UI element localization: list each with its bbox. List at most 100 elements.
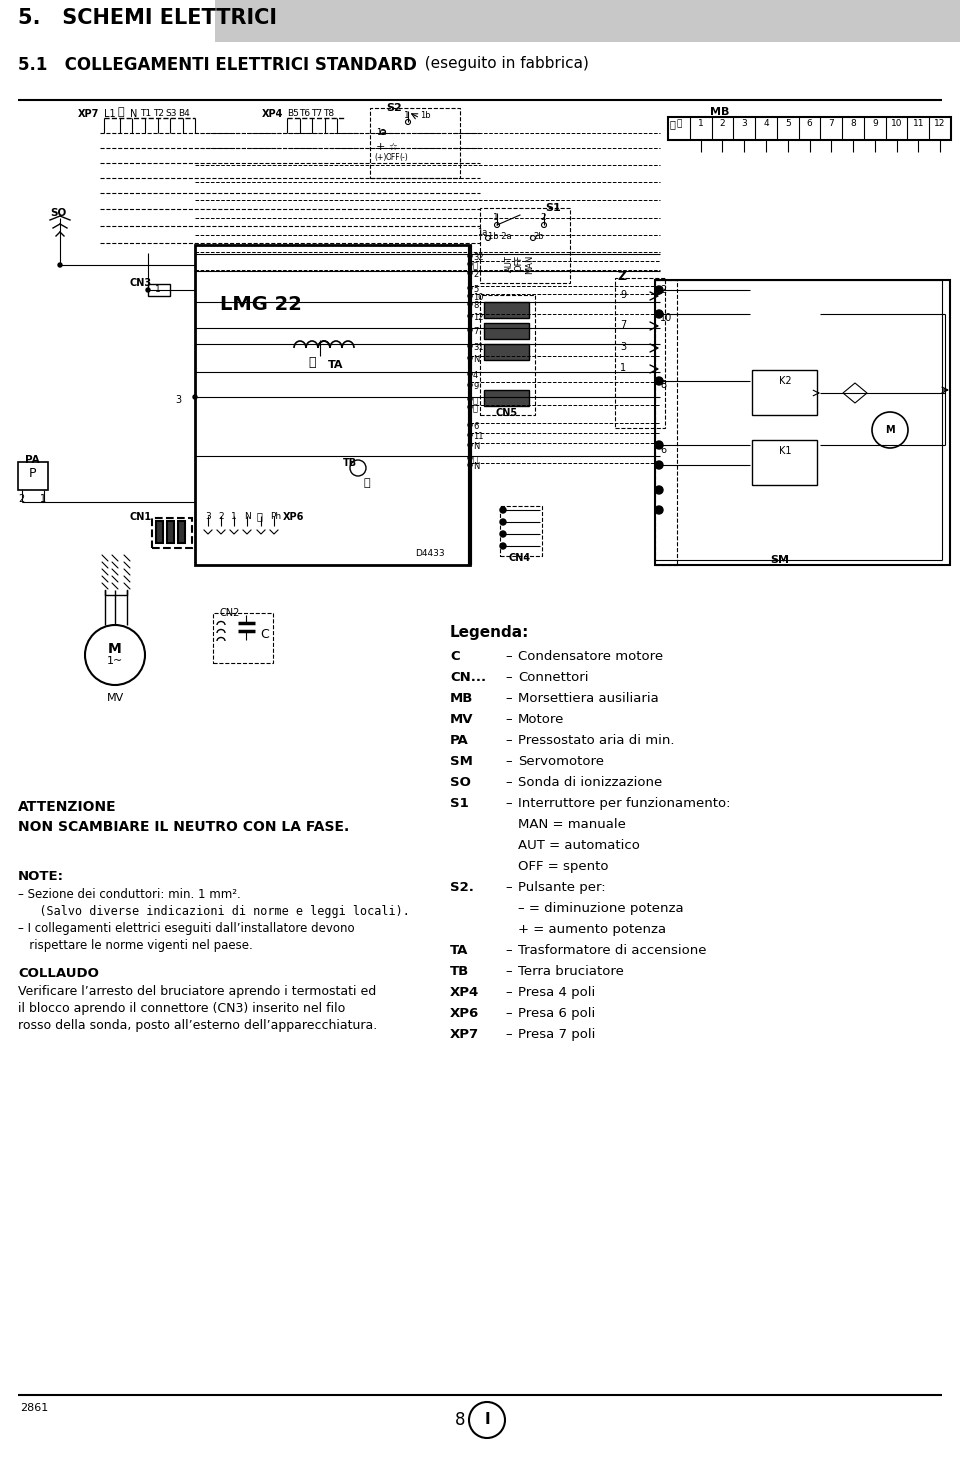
Text: CN2: CN2 (220, 608, 240, 618)
Text: 1a: 1a (476, 228, 487, 237)
Circle shape (500, 519, 506, 524)
Text: 32: 32 (473, 253, 484, 262)
Text: –: – (505, 986, 512, 999)
Text: B5: B5 (287, 110, 299, 118)
Text: –: – (505, 966, 512, 977)
Text: XP7: XP7 (450, 1029, 479, 1042)
Text: Pulsante per:: Pulsante per: (518, 881, 606, 894)
Text: 2: 2 (473, 270, 478, 279)
Text: 2b: 2b (533, 232, 543, 241)
Circle shape (468, 405, 472, 409)
Text: CN4: CN4 (509, 554, 531, 562)
Text: ⩲: ⩲ (473, 454, 478, 465)
Text: 10: 10 (891, 118, 902, 129)
Text: SO: SO (450, 776, 470, 789)
Text: 11: 11 (473, 432, 484, 441)
Text: ATTENZIONE: ATTENZIONE (18, 801, 116, 814)
Bar (195, 245, 470, 565)
Text: ⩲: ⩲ (473, 405, 478, 413)
Circle shape (500, 543, 506, 549)
Text: Pressostato aria di min.: Pressostato aria di min. (518, 733, 675, 747)
Text: PA: PA (25, 454, 39, 465)
Circle shape (655, 506, 663, 514)
Text: MAN: MAN (525, 256, 534, 275)
Text: XP7: XP7 (78, 110, 100, 118)
Circle shape (494, 222, 499, 228)
Text: T6: T6 (299, 110, 310, 118)
Circle shape (468, 356, 472, 359)
Bar (213, 614, 273, 663)
Text: (eseguito in fabbrica): (eseguito in fabbrica) (415, 56, 588, 72)
Text: 1: 1 (493, 213, 499, 222)
Bar (167, 522, 174, 543)
Text: N: N (473, 443, 479, 451)
Text: ⩲: ⩲ (118, 107, 125, 117)
Text: XP4: XP4 (450, 986, 479, 999)
Text: 2: 2 (660, 285, 666, 295)
Text: rosso della sonda, posto all’esterno dell’apparecchiatura.: rosso della sonda, posto all’esterno del… (18, 1018, 377, 1031)
Text: 8: 8 (660, 380, 666, 390)
Text: 3: 3 (205, 511, 211, 522)
Text: M: M (885, 425, 895, 435)
Text: XP6: XP6 (283, 511, 304, 522)
Text: –: – (505, 671, 512, 684)
Circle shape (500, 530, 506, 538)
Text: Motore: Motore (518, 713, 564, 726)
Text: AUT: AUT (505, 256, 514, 272)
Text: – I collegamenti elettrici eseguiti dall’installatore devono: – I collegamenti elettrici eseguiti dall… (18, 922, 354, 935)
Text: TB: TB (343, 457, 357, 468)
Text: 1a: 1a (376, 129, 386, 137)
Text: NOTE:: NOTE: (18, 869, 64, 882)
Circle shape (500, 507, 506, 513)
Text: P: P (29, 468, 36, 481)
Text: Verificare l’arresto del bruciatore aprendo i termostati ed: Verificare l’arresto del bruciatore apre… (18, 985, 376, 998)
Circle shape (468, 443, 472, 447)
Text: CN1: CN1 (130, 511, 152, 522)
Circle shape (468, 314, 472, 318)
Text: ⩲: ⩲ (257, 511, 263, 522)
Text: CN3: CN3 (130, 278, 152, 288)
Circle shape (193, 394, 197, 399)
Text: COLLAUDO: COLLAUDO (18, 967, 99, 980)
Text: B4: B4 (178, 110, 190, 118)
Circle shape (468, 463, 472, 468)
Text: AUT = automatico: AUT = automatico (518, 839, 640, 852)
Circle shape (655, 310, 663, 318)
Text: ⩲: ⩲ (308, 356, 316, 370)
Text: 10: 10 (473, 294, 484, 302)
Text: 12: 12 (473, 313, 484, 321)
Text: Interruttore per funzionamento:: Interruttore per funzionamento: (518, 798, 731, 809)
Text: –: – (505, 713, 512, 726)
Text: – = diminuzione potenza: – = diminuzione potenza (518, 901, 684, 915)
Circle shape (468, 254, 472, 259)
Text: 9: 9 (620, 289, 626, 300)
Text: 12: 12 (934, 118, 946, 129)
Circle shape (655, 286, 663, 294)
Text: D4433: D4433 (415, 549, 444, 558)
Bar (480, 207, 570, 283)
Bar (370, 108, 460, 178)
Circle shape (655, 462, 663, 469)
Text: 9: 9 (473, 381, 478, 392)
Text: N: N (473, 355, 479, 364)
Bar (655, 281, 950, 565)
Text: MV: MV (450, 713, 473, 726)
Text: Legenda:: Legenda: (450, 625, 529, 640)
Text: –: – (505, 944, 512, 957)
Text: S2.: S2. (450, 881, 474, 894)
Circle shape (468, 432, 472, 437)
Text: –: – (505, 650, 512, 663)
Text: 10: 10 (660, 313, 672, 323)
Circle shape (468, 294, 472, 298)
Text: OFF = spento: OFF = spento (518, 861, 609, 874)
Text: 1b 2a: 1b 2a (488, 232, 512, 241)
Text: TA: TA (450, 944, 468, 957)
Text: C: C (260, 628, 269, 641)
Text: 1: 1 (698, 118, 704, 129)
Text: ⩲: ⩲ (473, 262, 478, 270)
Bar (484, 390, 529, 406)
Text: 7: 7 (828, 118, 834, 129)
Text: T8: T8 (323, 110, 334, 118)
Bar (752, 370, 817, 415)
Text: LMG 22: LMG 22 (220, 295, 301, 314)
